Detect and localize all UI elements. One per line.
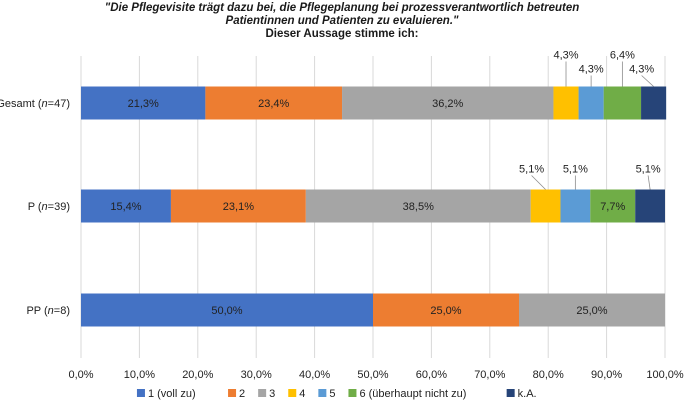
x-tick-label: 80,0% [533, 369, 564, 381]
x-tick-label: 50,0% [357, 369, 388, 381]
bar-segment [603, 86, 642, 120]
x-axis: 0,0% 10,0% 20,0% 30,0% 40,0% 50,0% 60,0% 70,0% 8… [68, 369, 683, 381]
legend-label: 6 (überhaupt nicht zu) [359, 388, 466, 400]
legend-swatch [506, 389, 515, 397]
bar-segment [553, 86, 579, 120]
data-label: 5,1% [636, 164, 661, 176]
data-label: 4,3% [629, 64, 654, 76]
data-label: 38,5% [403, 201, 434, 213]
bar-segment [560, 189, 591, 223]
bar-segment [590, 189, 636, 223]
data-label: 15,4% [110, 201, 141, 213]
x-tick-label: 0,0% [68, 369, 93, 381]
title-line-1: "Die Pflegevisite trägt dazu bei, die Pf… [105, 2, 580, 14]
x-tick-label: 70,0% [474, 369, 505, 381]
bar-segment [530, 189, 561, 223]
data-label: 25,0% [576, 305, 607, 317]
legend-label: 4 [299, 388, 305, 400]
data-label: 4,3% [553, 50, 578, 62]
data-label: 21,3% [128, 98, 159, 110]
legend-label: 1 (voll zu) [148, 388, 196, 400]
data-label: 36,2% [432, 98, 463, 110]
data-label: 5,1% [563, 164, 588, 176]
x-tick-label: 20,0% [182, 369, 213, 381]
data-label: 23,1% [223, 201, 254, 213]
bar-segment [641, 86, 667, 120]
bar-segment [205, 86, 343, 120]
legend-swatch [318, 389, 327, 397]
title-line-3: Dieser Aussage stimme ich: [266, 28, 419, 40]
leader-line [641, 75, 654, 87]
bars [81, 86, 667, 327]
data-label: 4,3% [579, 64, 604, 76]
x-tick-label: 40,0% [299, 369, 330, 381]
bar-segment [81, 86, 206, 120]
legend-swatch [228, 389, 237, 397]
legend-label: 5 [329, 388, 335, 400]
bar-segment [170, 189, 306, 223]
data-label: 7,7% [600, 201, 625, 213]
bar-segment [81, 189, 171, 223]
x-tick-label: 100,0% [646, 369, 684, 381]
data-label: 25,0% [430, 305, 461, 317]
legend-label: k.A. [518, 388, 537, 400]
leader-line [647, 175, 651, 190]
x-tick-label: 90,0% [591, 369, 622, 381]
bar-segment [342, 86, 554, 120]
legend-swatch [348, 389, 357, 397]
legend-swatch [258, 389, 267, 397]
data-label: 50,0% [211, 305, 242, 317]
bar-segment [81, 293, 373, 327]
leader-line [531, 175, 546, 190]
legend: 1 (voll zu) 2 3 4 5 6 (überhaupt nicht zu) k.A… [136, 388, 537, 400]
bar-segment [519, 293, 665, 327]
x-tick-label: 10,0% [124, 369, 155, 381]
chart-title: "Die Pflegevisite trägt dazu bei, die Pf… [105, 2, 580, 40]
bar-segment [305, 189, 531, 223]
category-axis: Gesamt (n=47) P (n=39) PP (n=8) [0, 98, 70, 317]
bar-segment [578, 86, 604, 120]
legend-swatch [288, 389, 297, 397]
data-label: 23,4% [258, 98, 289, 110]
category-label: PP (n=8) [26, 305, 70, 317]
data-label: 5,1% [519, 164, 544, 176]
x-tick-label: 60,0% [416, 369, 447, 381]
legend-label: 2 [239, 388, 245, 400]
bar-segment [635, 189, 665, 223]
data-label: 6,4% [610, 50, 635, 62]
legend-label: 3 [269, 388, 275, 400]
bar-segment [373, 293, 519, 327]
legend-swatch [136, 389, 145, 397]
data-labels: 21,3% 23,4% 36,2%4,3%4,3%6,4%4,3%15,4% 23,1… [110, 50, 660, 318]
category-label: Gesamt (n=47) [0, 98, 70, 110]
category-label: P (n=39) [28, 201, 70, 213]
x-tick-label: 30,0% [241, 369, 272, 381]
title-line-2: Patientinnen und Patienten zu evaluieren… [226, 15, 459, 27]
